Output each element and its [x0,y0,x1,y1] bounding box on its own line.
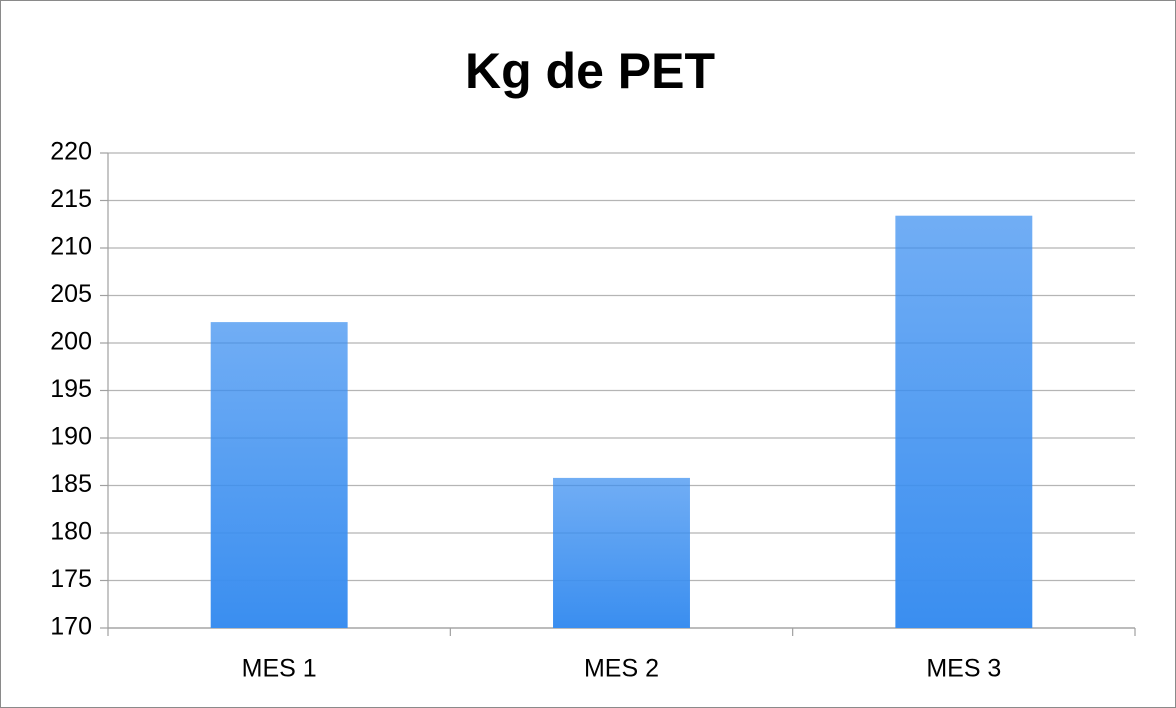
bar [210,322,348,628]
x-tick-label: MES 2 [584,655,659,683]
bar [553,477,690,628]
y-tick-label: 215 [50,185,92,213]
y-tick-label: 200 [50,328,92,356]
y-tick-label: 175 [50,565,92,593]
y-tick-label: 185 [50,470,92,498]
y-tick-label: 195 [50,375,92,403]
y-tick-label: 205 [50,280,92,308]
y-tick-label: 170 [50,613,92,641]
x-tick-label: MES 3 [926,655,1001,683]
bar [895,215,1033,628]
y-tick-label: 220 [50,138,92,166]
y-tick-label: 180 [50,518,92,546]
x-tick-label: MES 1 [242,655,317,683]
chart-title: Kg de PET [465,43,715,99]
y-tick-label: 190 [50,423,92,451]
y-tick-label: 210 [50,233,92,261]
